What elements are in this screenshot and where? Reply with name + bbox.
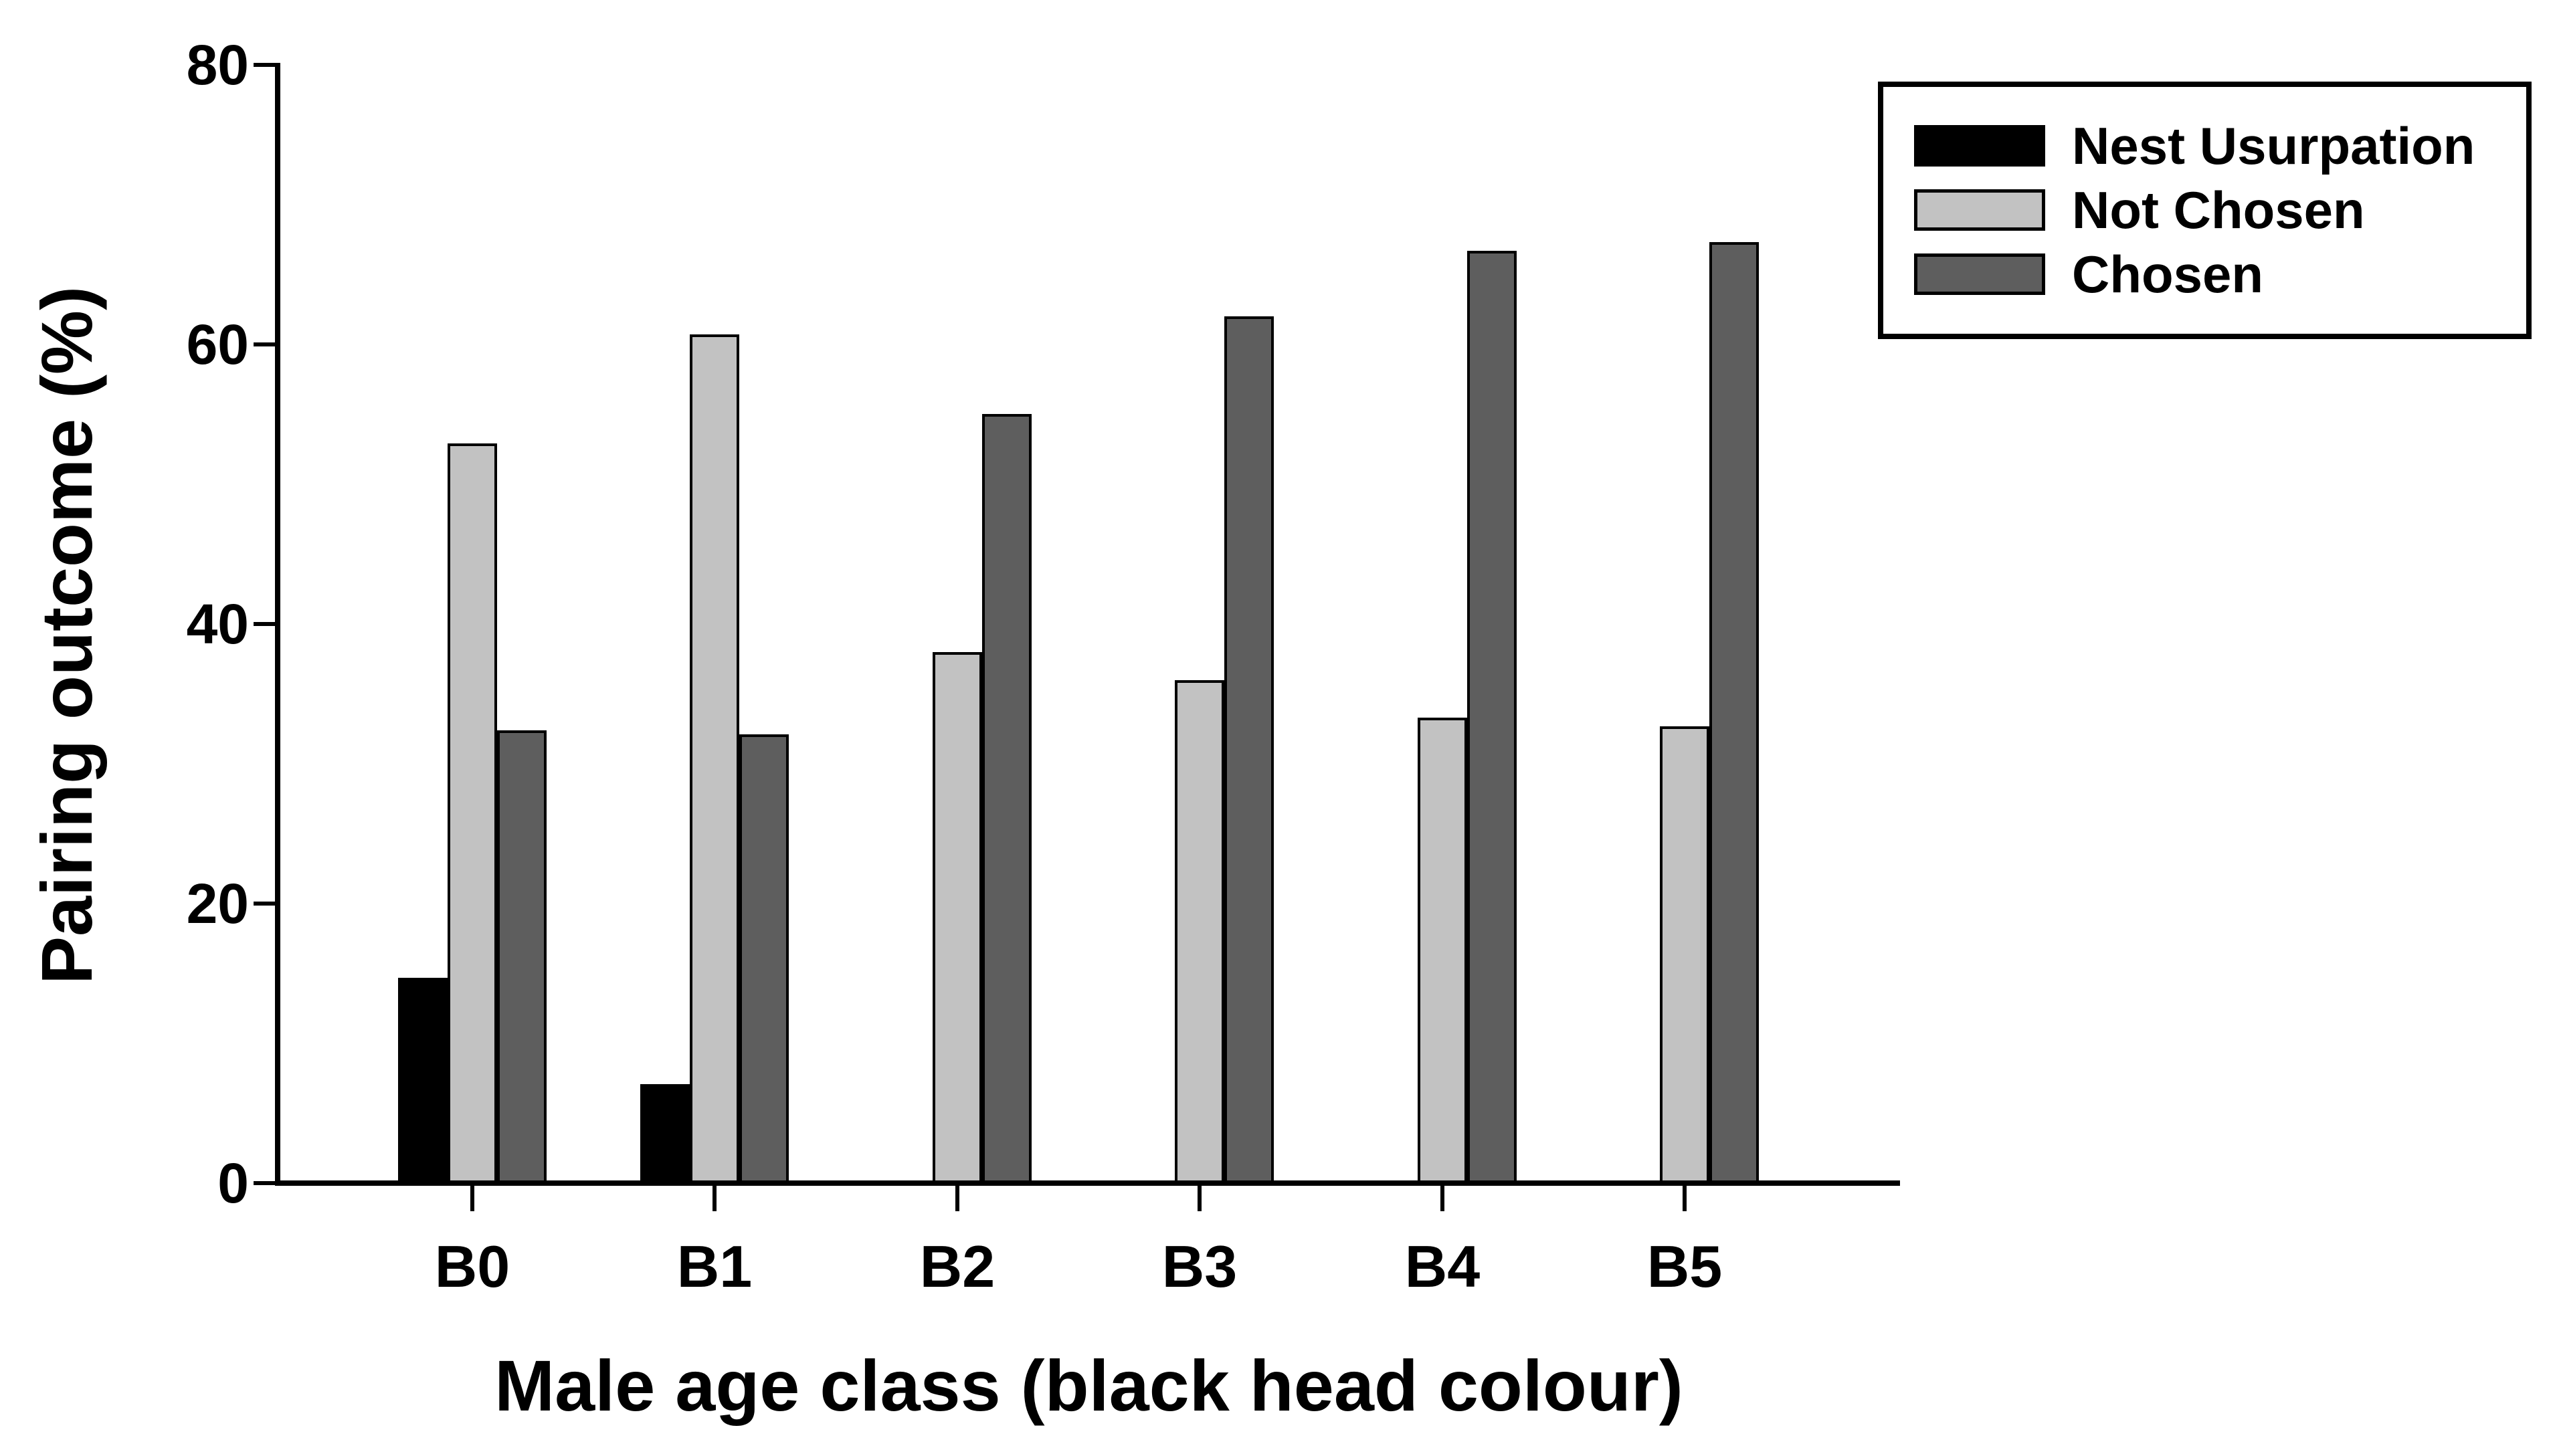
x-tick-label-b5: B5 [1646, 1233, 1723, 1299]
x-tick-label-b4: B4 [1404, 1233, 1481, 1299]
bar-b5-not-chosen [1660, 726, 1709, 1183]
bar-b2-not-chosen [933, 652, 982, 1183]
y-tick-0 [254, 1181, 278, 1185]
legend-swatch-chosen [1914, 253, 2045, 295]
x-tick-label-b0: B0 [434, 1233, 510, 1299]
x-tick-b4 [1440, 1186, 1444, 1211]
legend-label-not-chosen: Not Chosen [2072, 181, 2365, 239]
legend-row-chosen: Chosen [1914, 242, 2526, 306]
x-tick-b1 [713, 1186, 717, 1211]
x-tick-label-b2: B2 [919, 1233, 995, 1299]
legend-swatch-nest-usurpation [1914, 125, 2045, 167]
x-axis-line [275, 1180, 1900, 1186]
legend-row-nest-usurpation: Nest Usurpation [1914, 114, 2526, 178]
bar-b4-chosen [1467, 251, 1517, 1183]
bar-b0-not-chosen [448, 443, 497, 1183]
bar-b0-nest-usurpation [398, 978, 448, 1183]
y-axis-line [275, 63, 280, 1186]
y-tick-label-80: 80 [186, 33, 249, 96]
y-tick-80 [254, 63, 278, 67]
bar-b1-chosen [739, 734, 789, 1183]
x-tick-b3 [1198, 1186, 1202, 1211]
y-tick-label-40: 40 [186, 593, 249, 655]
legend-swatch-not-chosen [1914, 189, 2045, 231]
y-tick-20 [254, 902, 278, 906]
bar-b5-chosen [1709, 242, 1759, 1183]
x-tick-label-b1: B1 [676, 1233, 753, 1299]
y-tick-label-60: 60 [186, 313, 249, 376]
legend: Nest Usurpation Not Chosen Chosen [1878, 82, 2532, 339]
x-tick-b2 [955, 1186, 959, 1211]
x-tick-b5 [1683, 1186, 1687, 1211]
y-tick-60 [254, 342, 278, 346]
y-tick-40 [254, 622, 278, 626]
plot-area [278, 65, 1900, 1183]
x-tick-b0 [470, 1186, 474, 1211]
bar-b4-not-chosen [1418, 718, 1467, 1183]
x-axis-title: Male age class (black head colour) [494, 1345, 1683, 1426]
bar-b0-chosen [497, 730, 547, 1183]
bar-b2-chosen [982, 414, 1032, 1183]
y-tick-label-0: 0 [217, 1152, 249, 1215]
bar-b3-chosen [1224, 316, 1274, 1183]
legend-label-nest-usurpation: Nest Usurpation [2072, 116, 2475, 175]
x-tick-label-b3: B3 [1161, 1233, 1238, 1299]
legend-row-not-chosen: Not Chosen [1914, 178, 2526, 242]
y-tick-label-20: 20 [186, 872, 249, 935]
bar-b1-not-chosen [690, 334, 739, 1183]
legend-label-chosen: Chosen [2072, 245, 2264, 304]
bar-b3-not-chosen [1175, 680, 1224, 1183]
bar-b1-nest-usurpation [640, 1084, 690, 1183]
